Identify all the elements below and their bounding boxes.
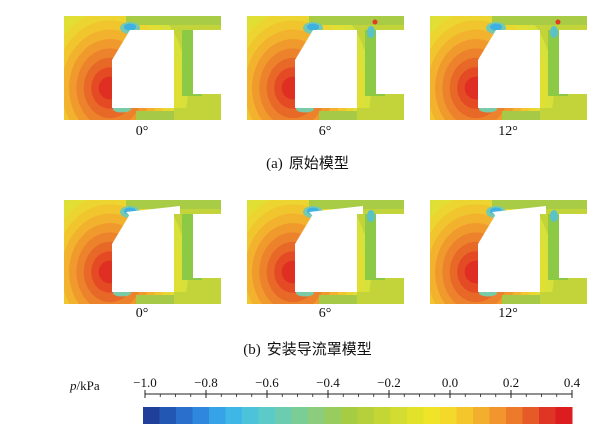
cab-trailer-gap bbox=[367, 30, 376, 94]
vehicle-body bbox=[112, 214, 174, 292]
caption-label: (a) bbox=[266, 156, 283, 172]
scale-color-swatch bbox=[473, 407, 490, 424]
caption-label: (b) bbox=[243, 342, 261, 358]
scale-color-swatch bbox=[308, 407, 325, 424]
scale-color-swatch bbox=[324, 407, 342, 424]
cab-trailer-gap bbox=[184, 30, 193, 94]
vehicle-body bbox=[295, 214, 357, 292]
cab-trailer-gap bbox=[550, 214, 559, 278]
angle-label: 12° bbox=[498, 124, 518, 139]
scale-color-swatch bbox=[506, 407, 523, 424]
angle-label: 0° bbox=[135, 124, 149, 139]
caption-text: 原始模型 bbox=[288, 156, 349, 172]
deflector-shroud bbox=[492, 206, 546, 216]
scale-tick-label: 0.4 bbox=[563, 375, 581, 390]
scale-color-swatch bbox=[555, 407, 573, 424]
scale-tick-label: 0.0 bbox=[441, 375, 459, 390]
variable-symbol: p bbox=[70, 378, 77, 393]
scale-tick-label: −0.6 bbox=[255, 375, 279, 390]
pressure-contour-panel bbox=[64, 16, 221, 120]
pressure-contour-panel bbox=[247, 200, 404, 304]
contour-svg bbox=[64, 200, 221, 304]
gap-vortex-marker bbox=[555, 19, 561, 25]
vehicle-body bbox=[478, 30, 540, 108]
deflector-shroud bbox=[126, 206, 180, 216]
scale-color-swatch bbox=[390, 407, 408, 424]
pressure-contour-panel bbox=[430, 16, 587, 120]
pressure-contour-panel bbox=[430, 200, 587, 304]
scale-tick-label: −0.2 bbox=[377, 375, 401, 390]
scale-color-swatch bbox=[374, 407, 391, 424]
scale-tick-label: −0.8 bbox=[194, 375, 218, 390]
contour-svg bbox=[247, 200, 404, 304]
cab-trailer-gap bbox=[184, 214, 193, 278]
gap-vortex-marker bbox=[550, 26, 558, 38]
caption-text: 安装导流罩模型 bbox=[266, 342, 372, 358]
unit-label: /kPa bbox=[76, 378, 100, 393]
cab-trailer-gap bbox=[367, 214, 376, 278]
angle-label: 6° bbox=[318, 124, 332, 139]
scale-color-swatch bbox=[209, 407, 226, 424]
scale-color-swatch bbox=[143, 407, 160, 424]
cab-trailer-gap bbox=[550, 30, 559, 94]
scale-color-swatch bbox=[357, 407, 375, 424]
scale-color-swatch bbox=[275, 407, 292, 424]
vehicle-body bbox=[295, 30, 357, 108]
angle-label: 12° bbox=[498, 306, 518, 321]
scale-color-swatch bbox=[258, 407, 276, 424]
contour-svg bbox=[430, 16, 587, 120]
pressure-contour-panel bbox=[64, 200, 221, 304]
row-caption: (b) 安装导流罩模型 bbox=[0, 338, 615, 359]
scale-color-swatch bbox=[291, 407, 309, 424]
scale-color-swatch bbox=[159, 407, 177, 424]
scale-color-swatch bbox=[423, 407, 441, 424]
gap-vortex-marker bbox=[372, 19, 378, 25]
scale-color-swatch bbox=[225, 407, 243, 424]
scale-color-swatch bbox=[407, 407, 424, 424]
gap-vortex-marker bbox=[367, 210, 375, 222]
angle-label: 0° bbox=[135, 306, 149, 321]
vehicle-body bbox=[112, 30, 174, 108]
vehicle-body bbox=[478, 214, 540, 292]
contour-svg bbox=[64, 16, 221, 120]
scale-tick-label: −1.0 bbox=[133, 375, 157, 390]
gap-vortex-marker bbox=[550, 210, 558, 222]
color-scale-title: p/kPa bbox=[70, 378, 100, 394]
scale-color-swatch bbox=[192, 407, 210, 424]
scale-color-swatch bbox=[489, 407, 507, 424]
row-caption: (a) 原始模型 bbox=[0, 152, 615, 173]
gap-vortex-marker bbox=[367, 26, 375, 38]
angle-label: 6° bbox=[318, 306, 332, 321]
scale-color-swatch bbox=[176, 407, 193, 424]
contour-svg bbox=[430, 200, 587, 304]
scale-color-swatch bbox=[539, 407, 556, 424]
scale-color-swatch bbox=[522, 407, 540, 424]
scale-color-swatch bbox=[242, 407, 259, 424]
color-scale: p/kPa −1.0 −0.8 −0.6 −0.4 −0.2 0.0 0.2 0.4 bbox=[0, 365, 615, 435]
scale-color-swatch bbox=[440, 407, 457, 424]
scale-tick-label: 0.2 bbox=[502, 375, 520, 390]
deflector-shroud bbox=[309, 206, 363, 216]
scale-color-swatch bbox=[341, 407, 358, 424]
scale-color-swatch bbox=[456, 407, 474, 424]
pressure-contour-panel bbox=[247, 16, 404, 120]
contour-svg bbox=[247, 16, 404, 120]
scale-tick-label: −0.4 bbox=[316, 375, 340, 390]
